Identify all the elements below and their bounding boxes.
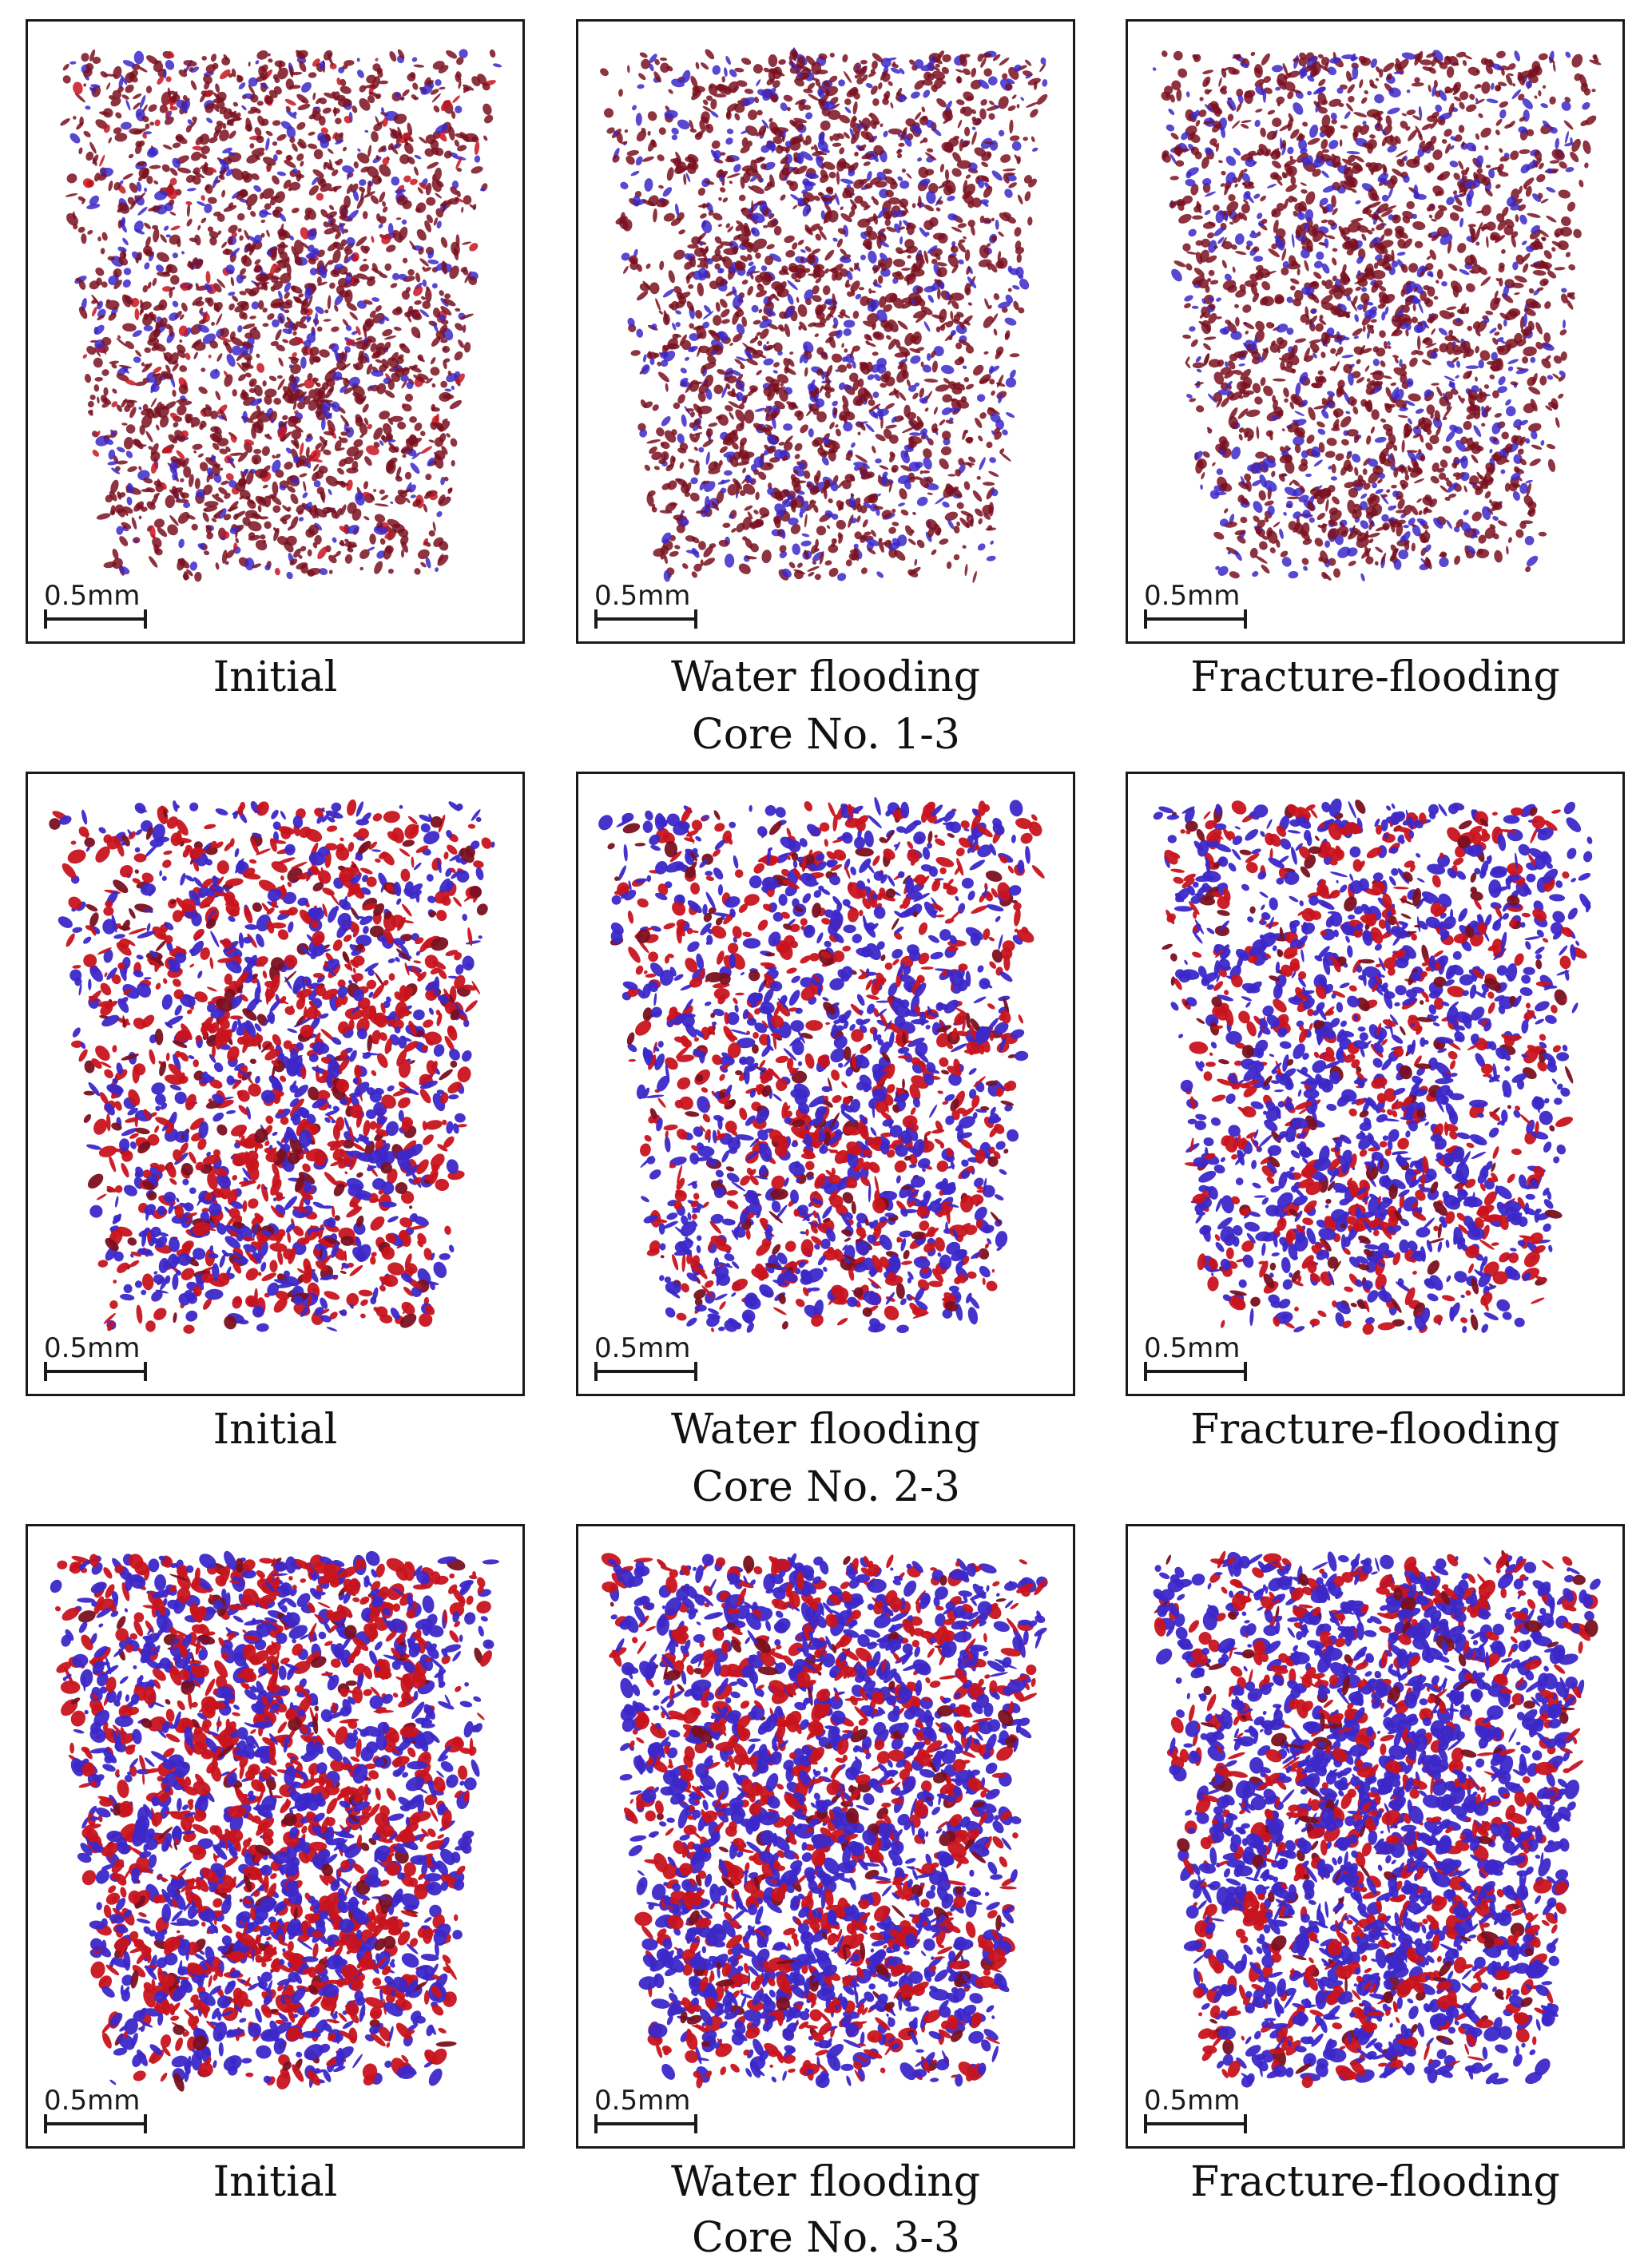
scale-bar-label: 0.5mm: [42, 2085, 142, 2117]
caption-core2-fracture-flooding: Fracture-flooding: [1190, 1406, 1560, 1454]
scale-bar: 0.5mm: [1142, 1335, 1250, 1383]
ct-volume-render: [49, 799, 495, 1334]
caption-core1-water-flooding: Water flooding: [671, 653, 980, 701]
scale-bar-label: 0.5mm: [42, 1332, 142, 1364]
scale-bar-label: 0.5mm: [1142, 2085, 1242, 2117]
scale-bar: 0.5mm: [1142, 2087, 1250, 2135]
scale-bar: 0.5mm: [42, 582, 150, 630]
ct-volume-render: [598, 796, 1045, 1334]
caption-core2-initial: Initial: [212, 1406, 338, 1454]
core-label-1: Core No. 1-3: [692, 711, 960, 759]
scale-bar-label: 0.5mm: [1142, 580, 1242, 612]
scale-bar-label: 0.5mm: [593, 2085, 693, 2117]
caption-core1-fracture-flooding: Fracture-flooding: [1190, 653, 1560, 701]
panel-core3-fracture-flooding: 0.5mm: [1126, 1524, 1625, 2149]
panel-core1-initial: 0.5mm: [26, 19, 525, 644]
scale-bar: 0.5mm: [593, 2087, 701, 2135]
scale-bar-label: 0.5mm: [593, 1332, 693, 1364]
panel-core2-water-flooding: 0.5mm: [576, 772, 1075, 1396]
caption-core2-water-flooding: Water flooding: [671, 1406, 980, 1454]
panel-core1-fracture-flooding: 0.5mm: [1126, 19, 1625, 644]
ct-volume-render: [1153, 1550, 1601, 2089]
caption-core3-fracture-flooding: Fracture-flooding: [1190, 2158, 1560, 2206]
scale-bar: 0.5mm: [42, 2087, 150, 2135]
ct-volume-render: [60, 49, 502, 582]
caption-core3-initial: Initial: [212, 2158, 338, 2206]
panel-core2-initial: 0.5mm: [26, 772, 525, 1396]
scale-bar: 0.5mm: [593, 582, 701, 630]
scale-bar-label: 0.5mm: [1142, 1332, 1242, 1364]
caption-core1-initial: Initial: [212, 653, 338, 701]
panel-core1-water-flooding: 0.5mm: [576, 19, 1075, 644]
ct-volume-render: [600, 47, 1048, 583]
scale-bar-label: 0.5mm: [42, 580, 142, 612]
panel-core2-fracture-flooding: 0.5mm: [1126, 772, 1625, 1396]
caption-core3-water-flooding: Water flooding: [671, 2158, 980, 2206]
scale-bar: 0.5mm: [1142, 582, 1250, 630]
ct-volume-render: [601, 1553, 1048, 2089]
scale-bar: 0.5mm: [42, 1335, 150, 1383]
core-label-3: Core No. 3-3: [692, 2214, 960, 2262]
panel-core3-water-flooding: 0.5mm: [576, 1524, 1075, 2149]
panel-core3-initial: 0.5mm: [26, 1524, 525, 2149]
ct-volume-render: [1153, 798, 1593, 1335]
scale-bar-label: 0.5mm: [593, 580, 693, 612]
ct-volume-render: [1152, 50, 1602, 581]
ct-volume-render: [50, 1550, 499, 2092]
core-label-2: Core No. 2-3: [692, 1463, 960, 1511]
scale-bar: 0.5mm: [593, 1335, 701, 1383]
